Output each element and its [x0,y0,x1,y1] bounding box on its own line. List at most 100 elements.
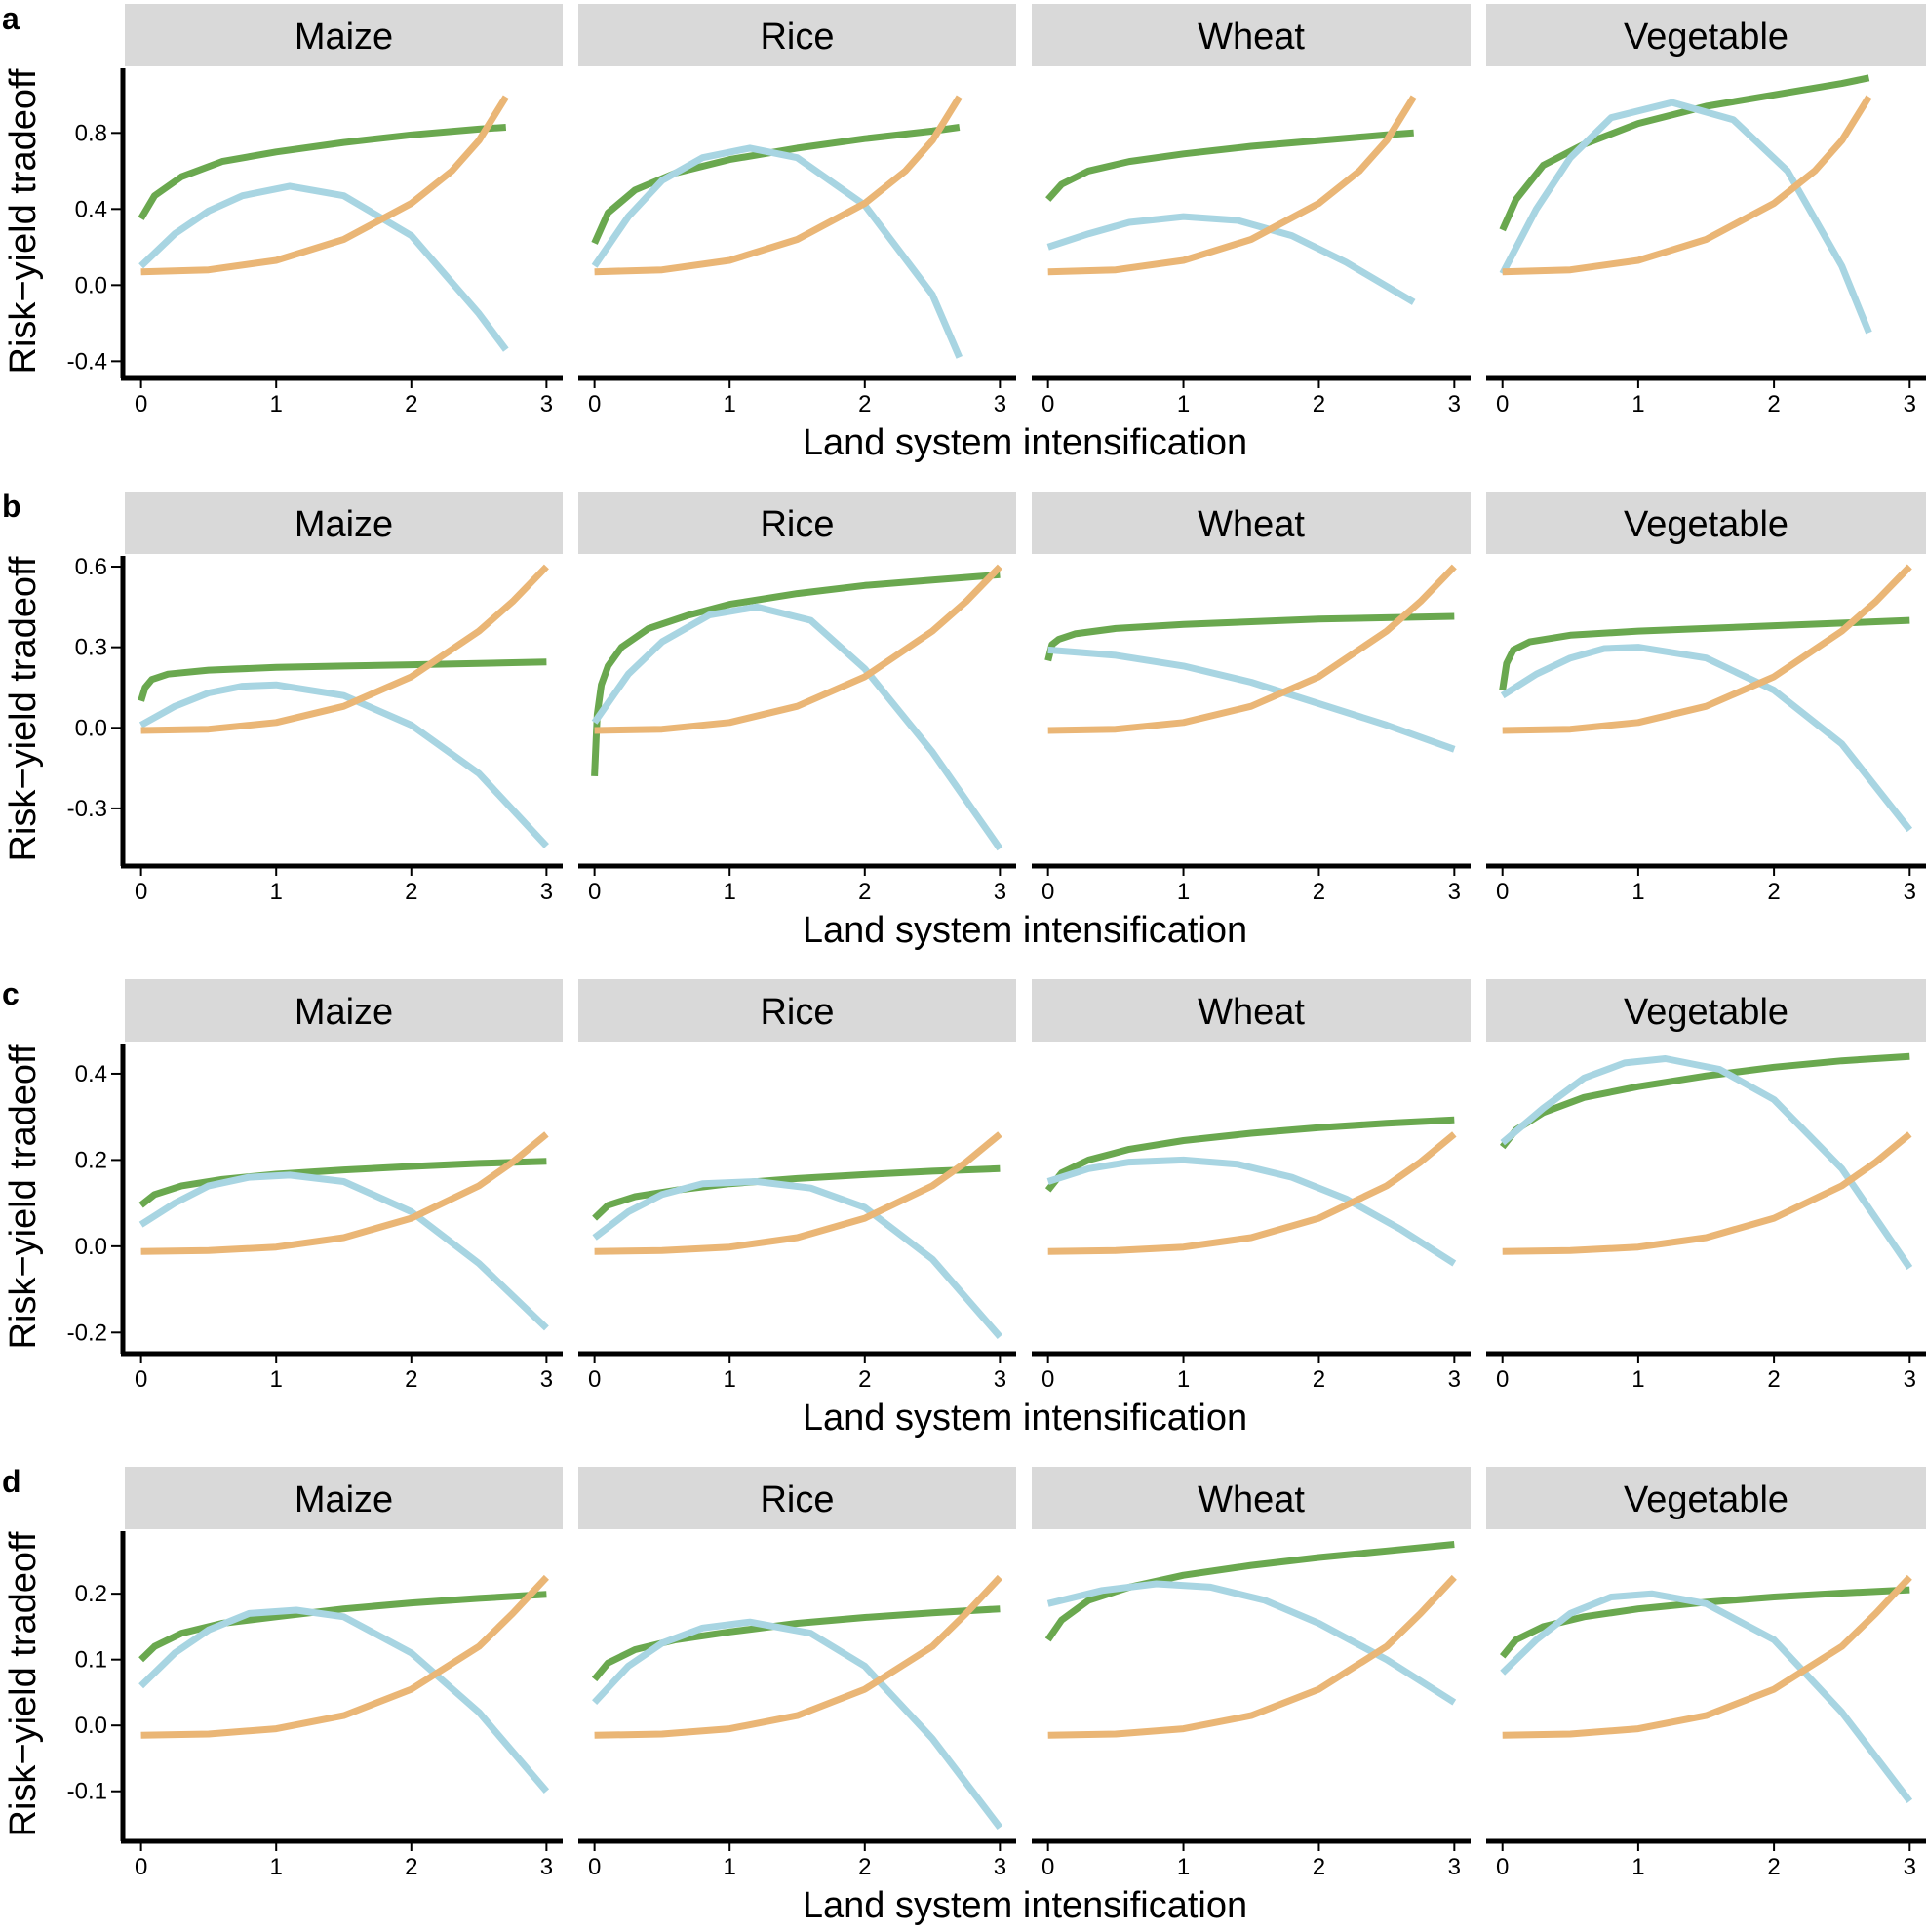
x-tick-label: 3 [1448,879,1461,905]
y-tick-label: 0.4 [75,196,107,222]
series-line-orange [140,95,509,276]
x-tick-label: 1 [270,879,283,905]
x-tick-label: 1 [1177,1366,1190,1393]
x-tick-label: 2 [405,879,417,905]
y-tick-label: -0.2 [67,1320,107,1346]
y-axis-title: Risk−yield tradeoff [3,1531,44,1836]
facet-rice: Rice 0 1 2 3 [578,4,1016,417]
facet-maize: Maize 0 1 2 3 [121,979,563,1393]
y-tick-label: -0.1 [67,1779,107,1805]
facet-strip [125,979,563,1042]
series-line-orange [1502,1131,1912,1255]
x-tick-label: 1 [1631,1366,1644,1393]
x-tick-label: 1 [724,391,736,417]
x-tick-label: 0 [1496,1366,1509,1393]
x-tick-label: 1 [724,1366,736,1393]
x-tick-label: 2 [858,1366,871,1393]
x-tick-label: 2 [858,391,871,417]
facet-rice: Rice 0 1 2 3 [578,492,1016,905]
x-tick-label: 3 [994,391,1006,417]
x-tick-label: 0 [1042,1366,1054,1393]
series-line-green [591,571,1001,777]
series-line-blue [1046,1156,1457,1267]
x-tick-label: 0 [135,1366,147,1393]
x-tick-label: 3 [1904,1854,1916,1880]
y-tick-label: 0.4 [75,1061,107,1087]
series-line-green [1045,129,1414,202]
x-tick-label: 0 [1496,391,1509,417]
facet-strip [125,492,563,554]
x-tick-label: 0 [1042,1854,1054,1880]
series-line-orange [1047,564,1457,734]
facet-strip [1032,1467,1471,1529]
x-axis-title: Land system intensification [803,1398,1247,1439]
facet-strip [1486,492,1926,554]
series-line-blue [138,1606,550,1794]
series-line-blue [138,182,509,352]
x-axis-title: Land system intensification [803,910,1247,951]
x-tick-label: 3 [994,1366,1006,1393]
series-line-green [1499,74,1870,232]
x-tick-label: 0 [588,879,601,905]
series-line-green [1499,1586,1910,1659]
series-line-blue [592,1178,1003,1339]
y-tick-label: 0.2 [75,1581,107,1607]
x-tick-label: 0 [588,1366,601,1393]
panel-letter: a [2,1,20,36]
facet-strip [1486,4,1926,66]
facet-vegetable: Vegetable 0 1 2 3 [1486,4,1926,417]
series-line-blue [591,603,1003,851]
x-tick-label: 1 [724,879,736,905]
x-tick-label: 3 [1448,1854,1461,1880]
x-tick-label: 0 [588,1854,601,1880]
series-line-green [138,124,507,220]
x-tick-label: 2 [405,391,417,417]
x-tick-label: 3 [1448,1366,1461,1393]
series-line-orange [594,564,1002,734]
facet-title: Vegetable [1624,504,1788,545]
x-tick-label: 0 [135,1854,147,1880]
facet-strip [1032,4,1471,66]
facet-strip [1486,1467,1926,1529]
facet-strip [125,1467,563,1529]
series-line-blue [1500,644,1913,833]
series-line-orange [1047,1574,1457,1739]
facet-maize: Maize 0 1 2 3 [121,1467,563,1880]
x-tick-label: 0 [135,879,147,905]
series-line-green [1044,1541,1455,1642]
facet-maize: Maize 0 1 2 3 [121,492,563,905]
x-tick-label: 3 [540,1854,553,1880]
x-tick-label: 2 [1767,1366,1780,1393]
series-line-blue [138,681,549,848]
panel-d: d Risk−yield tradeoff -0.1 0.0 0.1 0.2 Maize 0 1… [2,1464,1926,1926]
x-tick-label: 0 [1496,1854,1509,1880]
series-line-orange [1502,1574,1912,1739]
series-line-green [1044,612,1455,662]
x-tick-label: 2 [1767,1854,1780,1880]
facet-title: Rice [760,992,834,1033]
series-line-green [138,658,547,702]
x-tick-label: 1 [724,1854,736,1880]
facet-rice: Rice 0 1 2 3 [578,1467,1016,1880]
x-tick-label: 1 [270,1854,283,1880]
facet-vegetable: Vegetable 0 1 2 3 [1486,979,1926,1393]
x-tick-label: 2 [1313,1854,1325,1880]
facet-strip [1032,492,1471,554]
panel-b: b Risk−yield tradeoff -0.3 0.0 0.3 0.6 Maize 0 1… [2,489,1926,951]
x-tick-label: 2 [1313,1366,1325,1393]
x-tick-label: 2 [858,879,871,905]
y-tick-label: 0.1 [75,1647,107,1674]
x-axis-title: Land system intensification [803,1885,1247,1926]
facet-title: Maize [295,17,393,58]
series-line-orange [1502,95,1872,276]
panel-letter: c [2,976,20,1011]
x-tick-label: 3 [540,391,553,417]
series-line-orange [140,1131,549,1255]
x-tick-label: 3 [994,879,1006,905]
panel-letter: d [2,1464,21,1499]
series-line-orange [594,95,963,276]
x-tick-label: 3 [1904,879,1916,905]
facet-strip [1032,979,1471,1042]
x-tick-label: 3 [994,1854,1006,1880]
